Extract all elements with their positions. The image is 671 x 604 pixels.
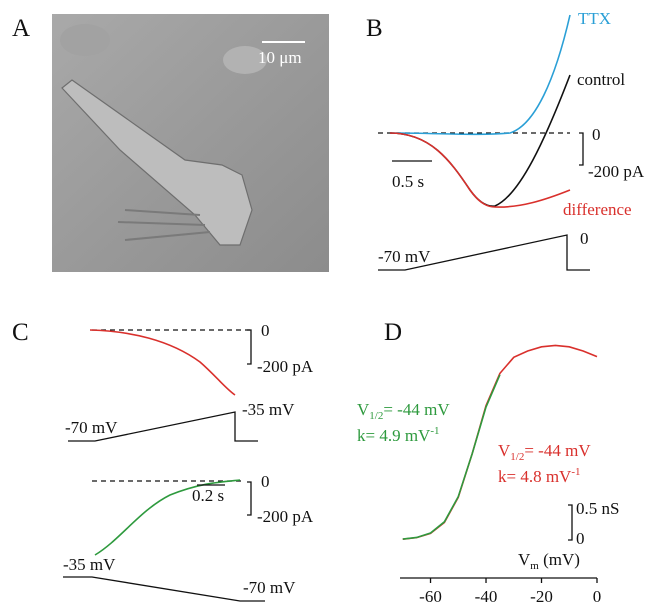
fit-sup: -1: [571, 466, 580, 478]
fit-text: V: [357, 400, 370, 419]
conductance-trace: [402, 374, 501, 540]
scale-label: 0.5 s: [392, 172, 424, 191]
scale-label: -200 pA: [257, 357, 314, 376]
voltage-label: -70 mV: [65, 418, 118, 437]
fit-label: k= 4.9 mV-1: [357, 425, 440, 445]
fit-label: V1/2= -44 mV: [357, 400, 450, 422]
scale-label: 0: [592, 125, 601, 144]
x-tick-label: -60: [419, 587, 442, 604]
trace: [389, 132, 571, 208]
fit-label: V1/2= -44 mV: [498, 441, 591, 463]
panel-label: C: [12, 319, 29, 346]
scale-label: 0.5 nS: [576, 499, 619, 518]
voltage-protocol: [68, 411, 258, 442]
panel-label: B: [366, 15, 383, 42]
fit-text: = -44 mV: [524, 441, 591, 460]
voltage-label: -35 mV: [63, 555, 116, 574]
scale-label: 0.2 s: [192, 486, 224, 505]
scale-label: 0: [261, 472, 270, 491]
scale-label: 10 μm: [258, 48, 302, 67]
trace: [89, 329, 236, 396]
trace: [94, 479, 241, 556]
current-scale-bar: [579, 132, 584, 166]
fit-text: V: [498, 441, 511, 460]
fit-sub: 1/2: [369, 410, 383, 422]
current-scale-bar: [247, 481, 252, 516]
fit-sup: -1: [430, 425, 439, 437]
voltage-label: 0: [580, 229, 589, 248]
fit-text: = -44 mV: [383, 400, 450, 419]
axis-text: (mV): [539, 550, 580, 569]
x-tick-label: -40: [475, 587, 498, 604]
current-scale-bar: [247, 329, 252, 365]
trace-label: TTX: [578, 9, 611, 28]
pipette: [117, 209, 211, 241]
panel-label: A: [12, 15, 30, 42]
x-tick-label: -20: [530, 587, 553, 604]
micrograph: [52, 14, 329, 272]
fit-label: k= 4.8 mV-1: [498, 466, 581, 486]
scale-label: -200 pA: [588, 162, 645, 181]
neuron: [61, 79, 253, 246]
trace-label: control: [577, 70, 625, 89]
x-axis-label: Vm (mV): [518, 550, 580, 572]
axis-text: V: [518, 550, 531, 569]
fit-sub: 1/2: [510, 451, 524, 463]
cell-shadow: [223, 46, 267, 74]
voltage-protocol: [63, 576, 265, 602]
scale-label: 0: [576, 529, 585, 548]
x-tick-label: 0: [593, 587, 602, 604]
trace-label: difference: [563, 200, 632, 219]
scale-label: 0: [261, 321, 270, 340]
voltage-label: -70 mV: [378, 247, 431, 266]
panel-label: D: [384, 319, 402, 346]
fit-text: k= 4.9 mV: [357, 426, 431, 445]
trace: [389, 14, 571, 136]
voltage-label: -70 mV: [243, 578, 296, 597]
scale-label: -200 pA: [257, 507, 314, 526]
cell-shadow: [60, 24, 110, 56]
axis-sub: m: [530, 560, 539, 572]
fit-text: k= 4.8 mV: [498, 467, 572, 486]
voltage-protocol: [378, 234, 590, 271]
conductance-scale-bar: [568, 504, 573, 541]
voltage-label: -35 mV: [242, 400, 295, 419]
